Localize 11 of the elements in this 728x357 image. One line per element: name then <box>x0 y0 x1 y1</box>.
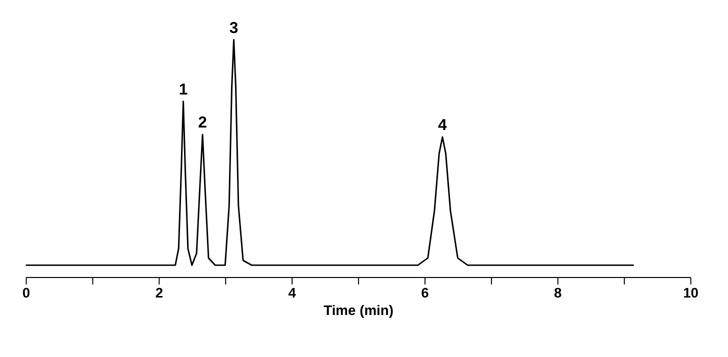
x-axis-title: Time (min) <box>324 302 394 318</box>
x-tick-label: 0 <box>22 284 30 300</box>
annotation: 2 <box>198 114 208 132</box>
x-tick-label: 8 <box>554 284 562 300</box>
x-tick-label: 2 <box>155 284 164 300</box>
x-tick-label: 10 <box>683 284 699 300</box>
annotation: 4 <box>438 117 448 134</box>
annotation: 1 <box>178 81 188 98</box>
x-tick-label: 6 <box>421 284 430 300</box>
x-tick-label: 4 <box>288 284 296 300</box>
annotation: 3 <box>229 20 238 37</box>
